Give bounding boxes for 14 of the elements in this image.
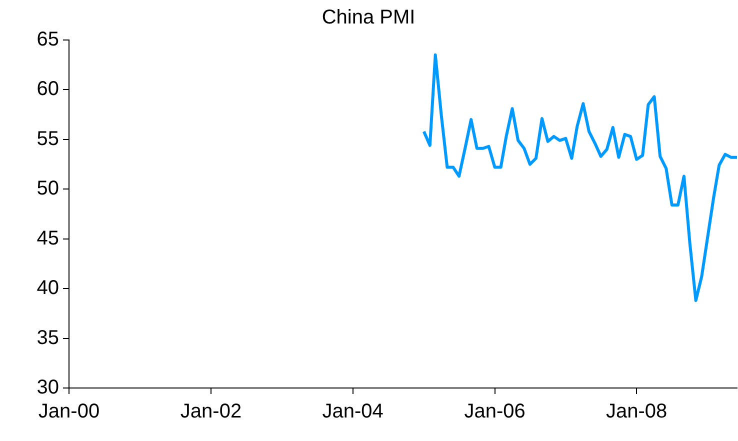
y-tick-label: 45 xyxy=(36,227,59,250)
y-tick-label: 55 xyxy=(36,128,59,150)
x-tick-label: Jan-08 xyxy=(606,400,668,423)
y-tick-label: 40 xyxy=(36,277,59,300)
y-tick-label: 35 xyxy=(36,326,59,349)
x-tick-label: Jan-06 xyxy=(464,400,526,423)
x-tick-label: Jan-00 xyxy=(38,400,100,423)
y-tick-label: 30 xyxy=(36,376,59,399)
chart-title: China PMI xyxy=(322,6,416,29)
x-tick-label: Jan-02 xyxy=(180,400,242,423)
y-tick-label: 60 xyxy=(36,78,59,100)
y-tick-label: 50 xyxy=(36,178,59,200)
x-tick-label: Jan-04 xyxy=(322,400,384,423)
y-tick-label: 65 xyxy=(36,28,59,51)
